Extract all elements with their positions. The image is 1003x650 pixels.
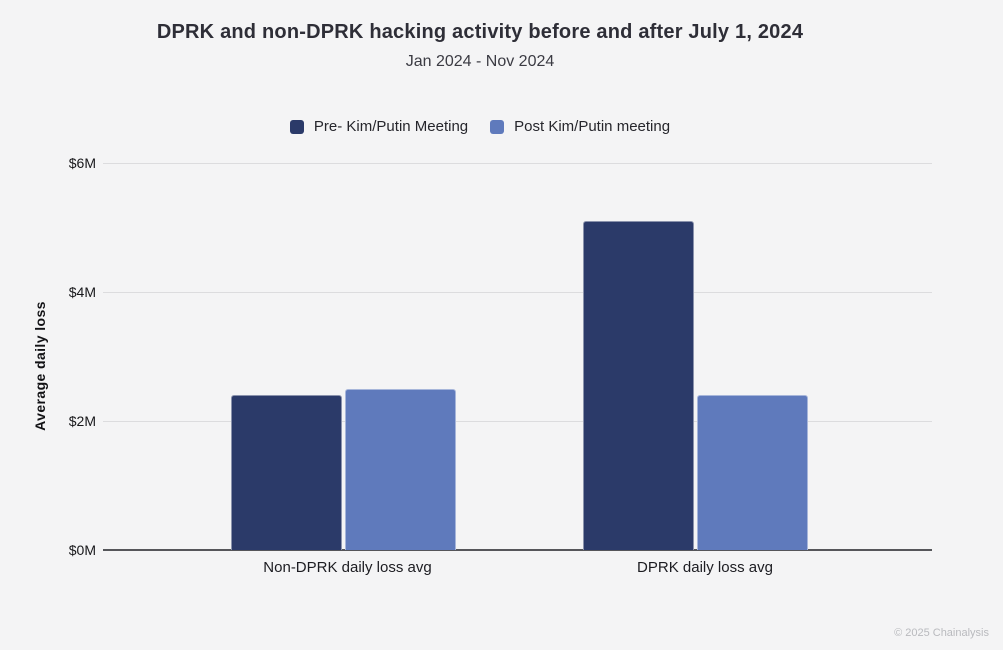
legend-item-label: Pre- Kim/Putin Meeting <box>313 118 469 135</box>
plot-area: Non-DPRK daily loss avg DPRK daily loss a… <box>103 163 932 576</box>
bar-pre-cat2 <box>582 221 694 550</box>
copyright-notice: © 2025 Chainalysis <box>894 627 989 639</box>
gridline <box>103 163 932 164</box>
chart-header: DPRK and non-DPRK hacking activity befor… <box>0 0 960 71</box>
x-axis-category-label: DPRK daily loss avg <box>637 559 773 576</box>
y-tick-label: $6M <box>68 155 96 171</box>
legend-swatch-icon <box>289 119 304 134</box>
bar-post-cat1 <box>345 388 456 550</box>
y-tick-label: $2M <box>68 413 96 429</box>
x-axis-category-label: Non-DPRK daily loss avg <box>263 559 432 576</box>
legend-item-pre: Pre- Kim/Putin Meeting <box>289 118 469 135</box>
chart-subtitle: Jan 2024 - Nov 2024 <box>405 53 555 70</box>
legend: Pre- Kim/Putin Meeting Post Kim/Putin mee… <box>0 118 960 135</box>
gridline <box>103 292 932 293</box>
legend-swatch-icon <box>490 119 505 134</box>
bar-pre-cat1 <box>231 395 342 550</box>
y-tick-label: $4M <box>68 284 96 300</box>
bar-post-cat2 <box>696 395 808 550</box>
gridline <box>103 421 932 422</box>
legend-item-label: Post Kim/Putin meeting <box>514 118 671 135</box>
x-axis-line <box>103 549 932 551</box>
y-tick-label: $0M <box>68 542 96 558</box>
legend-item-post: Post Kim/Putin meeting <box>490 118 670 135</box>
chart-title: DPRK and non-DPRK hacking activity befor… <box>156 21 804 43</box>
